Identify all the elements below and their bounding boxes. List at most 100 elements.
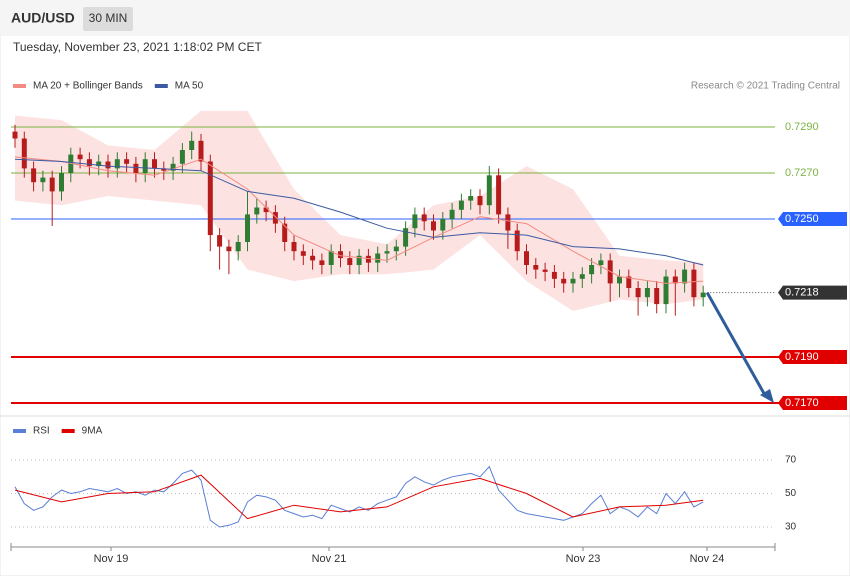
- legend-swatch: [154, 84, 168, 88]
- candle-body: [440, 219, 446, 231]
- y-tick-label: 70: [785, 455, 797, 466]
- level-label: 0.7190: [785, 351, 819, 363]
- candle-body: [40, 177, 46, 183]
- candle-body: [59, 173, 64, 192]
- candle-body: [328, 251, 334, 265]
- candle-body: [198, 140, 204, 162]
- candle-body: [644, 288, 650, 298]
- candle-body: [170, 163, 176, 171]
- symbol: AUD/USD: [11, 10, 75, 26]
- candle-body: [300, 251, 306, 256]
- candle-body: [142, 159, 148, 173]
- candle-body: [161, 168, 167, 171]
- candle-body: [347, 258, 353, 265]
- candle-body: [338, 251, 343, 259]
- header-bar: [0, 0, 850, 36]
- candle-body: [626, 276, 632, 288]
- candle-body: [235, 242, 241, 252]
- candle-body: [589, 265, 595, 275]
- legend-label: RSI: [33, 426, 50, 437]
- candle-body: [254, 207, 260, 215]
- candle-body: [486, 175, 492, 206]
- candle-body: [468, 196, 474, 201]
- candle-body: [542, 269, 548, 272]
- candle-body: [421, 214, 427, 222]
- legend-swatch: [61, 429, 75, 433]
- x-tick-label: Nov 24: [690, 553, 725, 565]
- level-label: 0.7250: [785, 213, 819, 225]
- candle-body: [617, 276, 622, 284]
- candle-body: [700, 292, 706, 298]
- timeframe: 30 MIN: [89, 11, 128, 25]
- candle-body: [245, 214, 250, 242]
- candle-body: [431, 221, 436, 231]
- candle-body: [86, 159, 92, 167]
- level-box: [778, 350, 847, 364]
- level-label: 0.7270: [785, 167, 819, 179]
- candle-body: [579, 274, 585, 279]
- y-tick-label: 50: [785, 488, 797, 499]
- overlay-line: [14, 156, 704, 284]
- timestamp: Tuesday, November 23, 2021 1:18:02 PM CE…: [13, 40, 262, 54]
- candle-body: [449, 209, 455, 219]
- current-price-label: 0.7218: [785, 287, 819, 299]
- x-tick-label: Nov 19: [94, 553, 129, 565]
- candle-body: [496, 175, 502, 215]
- forecast-arrow: [705, 291, 768, 398]
- candle-body: [263, 207, 269, 213]
- legend-label: 9MA: [82, 426, 103, 437]
- candle-body: [524, 251, 529, 265]
- candle-body: [189, 140, 195, 150]
- level-label: 0.7170: [785, 397, 819, 409]
- candle-body: [319, 260, 325, 265]
- candle-body: [114, 159, 120, 169]
- bollinger-band: [15, 110, 704, 312]
- candle-body: [356, 255, 362, 265]
- candle-body: [77, 154, 83, 160]
- candle-body: [672, 276, 678, 284]
- candle-body: [551, 271, 557, 279]
- y-tick-label: 30: [785, 522, 797, 533]
- candle-body: [226, 246, 232, 252]
- candle-body: [105, 161, 111, 169]
- candle-body: [12, 131, 18, 139]
- candle-body: [635, 288, 641, 298]
- candle-body: [291, 242, 297, 252]
- candle-body: [152, 159, 157, 169]
- candle-body: [207, 161, 213, 236]
- candle-body: [365, 255, 371, 263]
- current-price-box: [778, 285, 847, 300]
- candle-body: [514, 230, 520, 252]
- candle-body: [682, 269, 688, 284]
- level-label: 0.7290: [785, 121, 819, 133]
- candle-body: [272, 212, 278, 224]
- candle-body: [217, 235, 223, 247]
- candle-body: [31, 168, 37, 183]
- candle-body: [393, 246, 399, 252]
- candle-body: [654, 288, 660, 305]
- x-tick-label: Nov 23: [566, 553, 601, 565]
- candle-body: [282, 223, 288, 242]
- legend-label: MA 20 + Bollinger Bands: [33, 81, 143, 92]
- overlay-line: [14, 158, 704, 266]
- candle-body: [133, 163, 139, 173]
- timeframe-box: [83, 7, 133, 31]
- candle-body: [505, 214, 511, 231]
- candle-body: [412, 214, 418, 229]
- candle-body: [49, 177, 55, 192]
- candle-body: [21, 138, 27, 169]
- legend-swatch: [13, 84, 26, 88]
- candle-body: [533, 265, 539, 270]
- candle-body: [375, 253, 381, 263]
- candle-body: [570, 278, 576, 284]
- candle-body: [384, 251, 390, 254]
- level-box: [778, 396, 847, 410]
- credit: Research © 2021 Trading Central: [691, 81, 840, 92]
- candle-body: [477, 196, 483, 206]
- candle-body: [96, 161, 102, 167]
- x-tick-label: Nov 21: [312, 553, 347, 565]
- candle-body: [598, 260, 604, 265]
- candle-body: [310, 255, 316, 261]
